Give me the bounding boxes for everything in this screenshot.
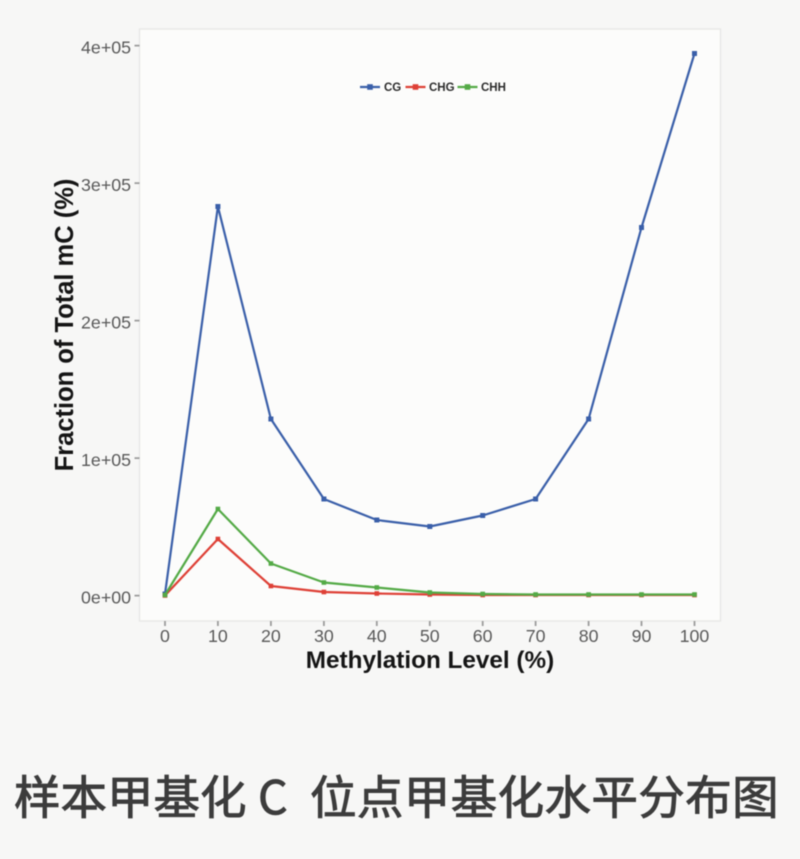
- svg-text:CHG: CHG: [429, 82, 455, 94]
- svg-text:90: 90: [632, 626, 652, 646]
- svg-text:0e+00: 0e+00: [81, 588, 131, 608]
- svg-text:0: 0: [160, 626, 170, 646]
- svg-text:50: 50: [420, 626, 440, 646]
- svg-text:70: 70: [526, 626, 546, 646]
- svg-text:10: 10: [208, 626, 228, 646]
- svg-text:4e+05: 4e+05: [81, 38, 131, 58]
- svg-text:CHH: CHH: [481, 82, 506, 94]
- svg-text:30: 30: [314, 626, 334, 646]
- svg-text:Fraction of Total mC (%): Fraction of Total mC (%): [51, 179, 79, 472]
- svg-text:1e+05: 1e+05: [81, 450, 131, 470]
- svg-text:CG: CG: [384, 82, 401, 94]
- svg-text:3e+05: 3e+05: [81, 175, 131, 195]
- svg-text:80: 80: [579, 626, 599, 646]
- svg-text:20: 20: [261, 626, 281, 646]
- svg-text:Methylation Level (%): Methylation Level (%): [306, 647, 554, 674]
- svg-text:2e+05: 2e+05: [81, 313, 131, 333]
- svg-text:60: 60: [473, 626, 493, 646]
- svg-text:100: 100: [680, 626, 710, 646]
- svg-text:40: 40: [367, 626, 387, 646]
